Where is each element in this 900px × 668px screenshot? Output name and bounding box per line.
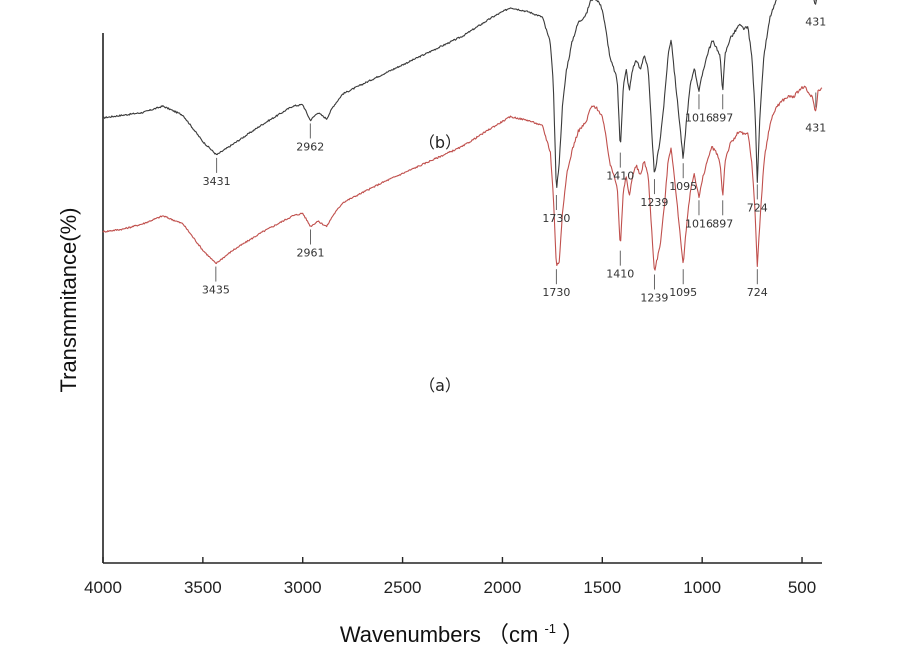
peak-label: 3435 [202, 284, 230, 297]
peak-label: 1239 [640, 292, 668, 305]
peak-label: 897 [712, 217, 733, 230]
x-ticks: 4000 3500 3000 2500 2000 1500 1000 500 [84, 557, 816, 597]
x-axis-title: Wavenumbers （cm -1 ） [340, 613, 584, 647]
series-name-label: （a） [419, 376, 461, 395]
peak-label: 1016 [685, 111, 713, 124]
peak-label: 2962 [296, 140, 324, 153]
peak-label: 3431 [203, 175, 231, 188]
peak-label: 431 [805, 122, 826, 135]
peak-label: 724 [747, 286, 768, 299]
x-axis-title-main: Wavenumbers [340, 622, 481, 647]
peak-label: 724 [747, 201, 768, 214]
peak-label: 1730 [542, 286, 570, 299]
x-tick-label: 1500 [583, 578, 621, 597]
x-axis-title-unit-close: ） [562, 622, 584, 647]
x-axis-title-unit-sup: -1 [544, 621, 556, 636]
peak-label: 1016 [685, 217, 713, 230]
y-axis-title: Transmmitance(%) [56, 208, 81, 393]
x-tick-label: 1000 [683, 578, 721, 597]
x-tick-label: 2500 [384, 578, 422, 597]
peak-label: 431 [805, 16, 826, 29]
peak-label: 2961 [297, 246, 325, 259]
peak-label: 1095 [669, 286, 697, 299]
series-line [102, 0, 817, 188]
series-line [102, 85, 823, 271]
peak-label: 897 [712, 111, 733, 124]
x-tick-label: 2000 [484, 578, 522, 597]
x-tick-label: 4000 [84, 578, 122, 597]
peak-label: 1095 [669, 180, 697, 193]
series-labels: （b） （a） [419, 133, 461, 395]
x-tick-label: 3000 [284, 578, 322, 597]
x-tick-label: 3500 [184, 578, 222, 597]
series-name-label: （b） [419, 133, 461, 152]
peak-label: 1730 [542, 212, 570, 225]
peak-label: 1239 [640, 196, 668, 209]
peak-label: 1410 [606, 268, 634, 281]
x-tick-label: 500 [788, 578, 816, 597]
series-group [102, 0, 823, 271]
peak-label: 1410 [606, 170, 634, 183]
x-axis-title-unit-open: （cm [487, 622, 538, 647]
